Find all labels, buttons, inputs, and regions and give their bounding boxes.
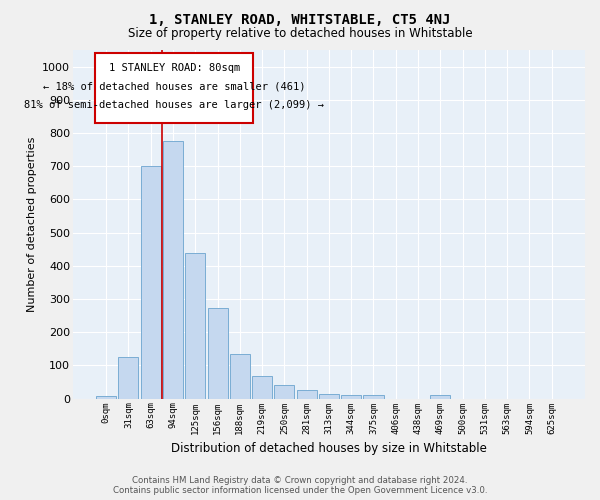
Bar <box>252 376 272 398</box>
Bar <box>341 394 361 398</box>
Bar <box>230 354 250 399</box>
Text: 1, STANLEY ROAD, WHITSTABLE, CT5 4NJ: 1, STANLEY ROAD, WHITSTABLE, CT5 4NJ <box>149 12 451 26</box>
Bar <box>141 166 161 398</box>
Bar <box>163 142 183 398</box>
Text: 81% of semi-detached houses are larger (2,099) →: 81% of semi-detached houses are larger (… <box>25 100 325 110</box>
Y-axis label: Number of detached properties: Number of detached properties <box>26 136 37 312</box>
Bar <box>208 308 227 398</box>
Bar <box>296 390 317 398</box>
Bar <box>364 396 383 398</box>
Bar <box>430 396 451 398</box>
Text: 1 STANLEY ROAD: 80sqm: 1 STANLEY ROAD: 80sqm <box>109 64 240 74</box>
Bar <box>118 357 139 399</box>
Text: ← 18% of detached houses are smaller (461): ← 18% of detached houses are smaller (46… <box>43 82 305 92</box>
Bar <box>96 396 116 398</box>
Bar <box>319 394 339 398</box>
Bar <box>274 386 295 398</box>
Bar <box>185 252 205 398</box>
FancyBboxPatch shape <box>95 54 253 123</box>
X-axis label: Distribution of detached houses by size in Whitstable: Distribution of detached houses by size … <box>171 442 487 455</box>
Text: Contains HM Land Registry data © Crown copyright and database right 2024.
Contai: Contains HM Land Registry data © Crown c… <box>113 476 487 495</box>
Text: Size of property relative to detached houses in Whitstable: Size of property relative to detached ho… <box>128 28 472 40</box>
